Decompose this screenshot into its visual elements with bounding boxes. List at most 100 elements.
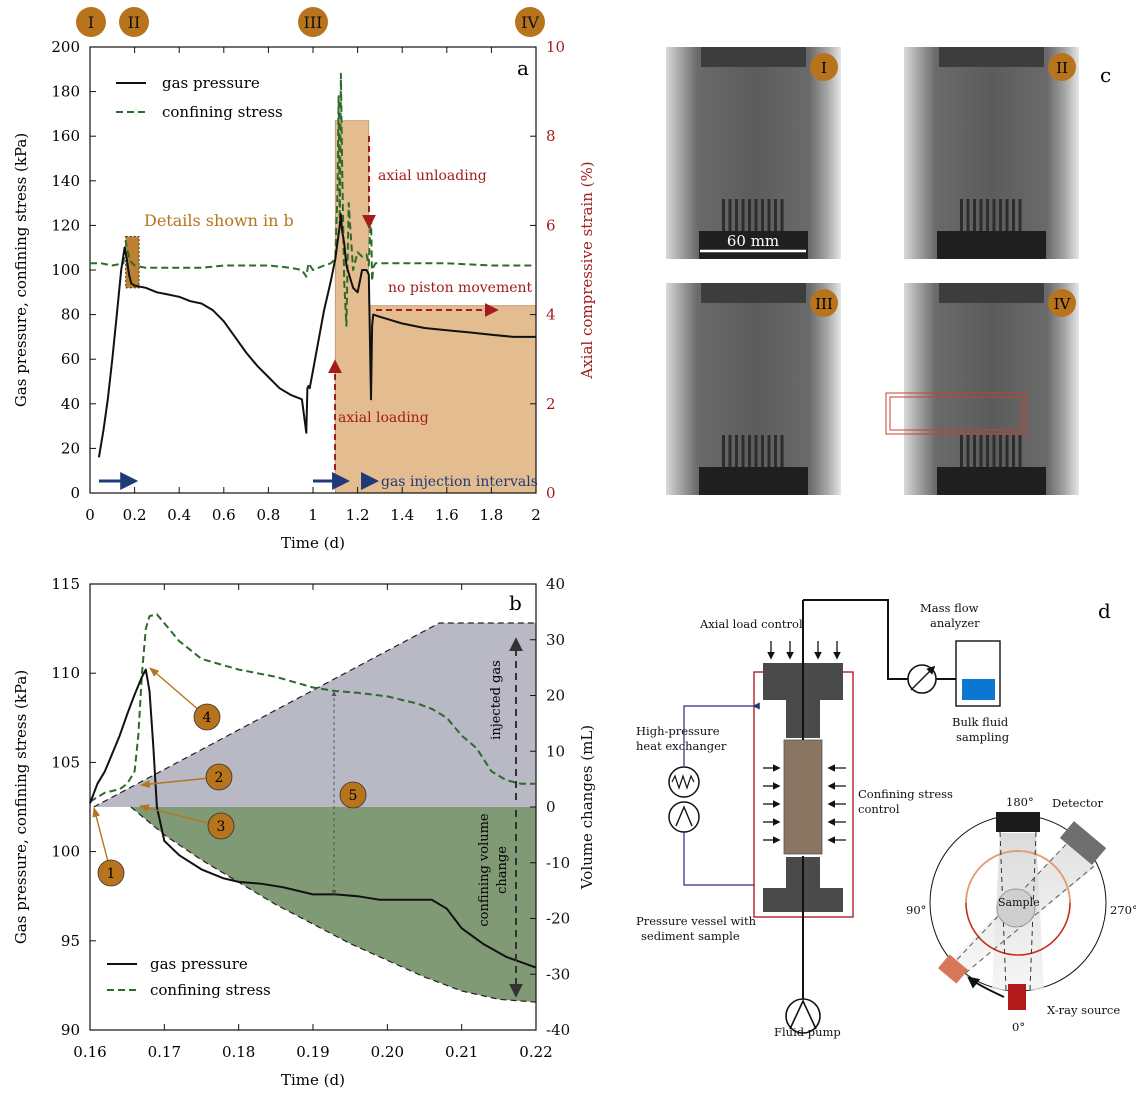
numbered-marker-label: 1 [107,866,116,882]
ct-bottom-base [937,231,1046,259]
y-tick-label: 90 [61,1021,80,1039]
y-axis-label: Gas pressure, confining stress (kPa) [12,133,30,407]
injected-gas-area [93,623,536,807]
confining-stress-arrows [763,764,846,844]
confining-volume-area [130,807,536,1003]
ct-top-cap [701,283,806,303]
x-tick-label: 0.20 [371,1043,404,1061]
fracture-highlight-inner [889,396,1023,431]
ct-needle [774,199,777,231]
stage-marker [515,7,545,37]
numbered-marker [97,859,125,887]
y-tick-label: 160 [51,127,80,145]
confining-volume-label: confining volume change [477,813,510,927]
ct-needle [774,435,777,467]
axial-load-arrows [767,641,841,660]
label-fluid-pump: Fluid pump [774,1025,841,1039]
gas-injection-label: gas injection intervals [381,474,538,490]
label-xray-source: X-ray source [1047,1003,1120,1017]
ct-top-cap [701,47,806,67]
ct-bottom-base [699,231,808,259]
stage-marker-label: III [304,13,323,32]
y2-tick-label: -20 [546,910,570,928]
y2-tick-label: 6 [546,216,556,234]
circulation-pump-triangle [675,805,693,827]
stage-marker-label: IV [521,13,539,32]
y2-tick-label: 30 [546,631,565,649]
numbered-marker [205,763,233,791]
y2-tick-label: -40 [546,1021,570,1039]
x-tick-label: 2 [531,506,541,524]
numbered-marker-label: 5 [349,788,358,804]
label-confining-2: control [858,802,900,816]
mass-flow-gauge-needle [910,665,936,691]
detector-0 [996,812,1040,832]
y2-tick-label: 40 [546,575,565,593]
ct-stage-label: III [815,295,833,313]
y2-tick-label: 0 [546,484,556,502]
ct-needle [1012,435,1015,467]
detector-rotated [1059,821,1107,865]
fracture-highlight-outer [885,392,1027,435]
ct-needle [973,199,976,231]
numbered-marker-label: 3 [217,819,226,835]
ct-needle [1005,199,1009,231]
ct-needle [966,435,970,467]
panel-b-chart: 0.16 0.17 0.18 0.19 0.20 0.21 0.22909510010511… [12,575,596,1089]
label-detector: Detector [1052,796,1103,810]
ct-needle [767,199,771,231]
confining-volume-boundary [130,806,537,1003]
stage-marker [76,7,106,37]
y2-tick-label: -30 [546,965,570,983]
label-angle-90: 90° [906,903,926,917]
numbered-marker [339,781,367,809]
ct-needle [735,435,738,467]
ct-needle [748,199,751,231]
stage-marker-label: II [128,13,141,32]
x-tick-label: 0.19 [296,1043,329,1061]
y2-axis-label: Volume changes (mL) [578,725,596,890]
y-tick-label: 95 [61,932,80,950]
x-tick-label: 0.17 [148,1043,181,1061]
bulk-fluid-liquid [962,679,995,700]
ct-needle [992,199,996,231]
sample-cross-section [996,888,1036,928]
x-tick-label: 1.2 [346,506,370,524]
ct-frame-image [904,47,1079,259]
y-tick-label: 110 [51,664,80,682]
legend-confining-label: confining stress [162,103,283,121]
ct-frame: II [904,47,1079,259]
ct-frame: III [666,283,841,495]
ct-needle [986,435,989,467]
ct-needle [973,435,976,467]
y2-tick-label: -10 [546,854,570,872]
stage-marker [119,7,149,37]
panel-d-setup-schematic: d [636,599,1136,1039]
label-vessel-1: Pressure vessel with [636,914,757,928]
scale-bar-label: 60 mm [727,232,779,250]
x-tick-label: 0.4 [167,506,191,524]
ct-needle [999,435,1002,467]
sediment-sample [783,739,823,855]
fluid-pump-icon [785,998,821,1034]
ct-needle [1018,199,1022,231]
heat-exchanger-return-line [683,832,754,886]
ct-stage-label: I [821,59,827,77]
rotation-arrow [967,976,1005,998]
y2-tick-label: 0 [546,798,556,816]
ct-needle [960,199,963,231]
y-tick-label: 120 [51,216,80,234]
x-axis-label: Time (d) [281,534,345,552]
no-piston-movement-label: no piston movement [388,280,533,296]
gas-pressure-line [89,668,537,969]
ct-needle [960,435,963,467]
ct-needle [722,199,725,231]
y-tick-label: 0 [70,484,80,502]
xray-source-rotated [938,954,968,984]
panel-a-letter: a [517,56,529,80]
confining-stress-line [89,613,536,803]
label-heat-exchanger-1: High-pressure [636,724,720,738]
x-tick-label: 0.21 [445,1043,478,1061]
x-axis-label: Time (d) [281,1071,345,1089]
heat-exchanger-supply-line [683,702,760,766]
